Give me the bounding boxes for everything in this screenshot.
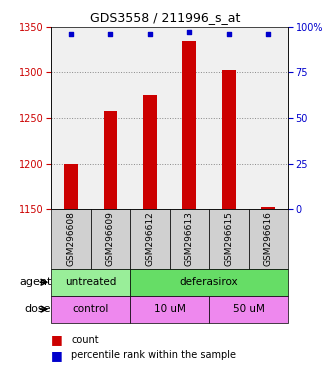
- Point: [226, 31, 231, 37]
- Point: [108, 31, 113, 37]
- Text: 50 uM: 50 uM: [233, 304, 264, 314]
- Text: GDS3558 / 211996_s_at: GDS3558 / 211996_s_at: [90, 12, 241, 25]
- Text: ■: ■: [51, 333, 63, 346]
- Text: GSM296608: GSM296608: [67, 212, 75, 266]
- Text: GSM296613: GSM296613: [185, 212, 194, 266]
- Text: GSM296615: GSM296615: [224, 212, 233, 266]
- Text: GSM296616: GSM296616: [264, 212, 273, 266]
- Text: untreated: untreated: [65, 277, 117, 287]
- Bar: [51, 209, 91, 269]
- Text: 10 uM: 10 uM: [154, 304, 186, 314]
- Text: GSM296609: GSM296609: [106, 212, 115, 266]
- Bar: [130, 269, 288, 296]
- Bar: [222, 70, 236, 209]
- Bar: [261, 207, 275, 209]
- Bar: [143, 95, 157, 209]
- Point: [69, 31, 74, 37]
- Bar: [209, 296, 288, 323]
- Point: [147, 31, 153, 37]
- Text: deferasirox: deferasirox: [180, 277, 238, 287]
- Text: control: control: [72, 304, 109, 314]
- Text: dose: dose: [25, 304, 51, 314]
- Bar: [104, 111, 118, 209]
- Bar: [91, 209, 130, 269]
- Bar: [64, 164, 78, 209]
- Bar: [130, 296, 209, 323]
- Bar: [130, 209, 169, 269]
- Point: [187, 29, 192, 35]
- Text: agent: agent: [19, 277, 51, 287]
- Bar: [182, 41, 196, 209]
- Text: percentile rank within the sample: percentile rank within the sample: [71, 350, 236, 360]
- Text: GSM296612: GSM296612: [145, 212, 155, 266]
- Bar: [249, 209, 288, 269]
- Text: count: count: [71, 335, 99, 345]
- Bar: [169, 209, 209, 269]
- Point: [265, 31, 271, 37]
- Text: ■: ■: [51, 349, 63, 362]
- Bar: [51, 269, 130, 296]
- Bar: [209, 209, 249, 269]
- Bar: [51, 296, 130, 323]
